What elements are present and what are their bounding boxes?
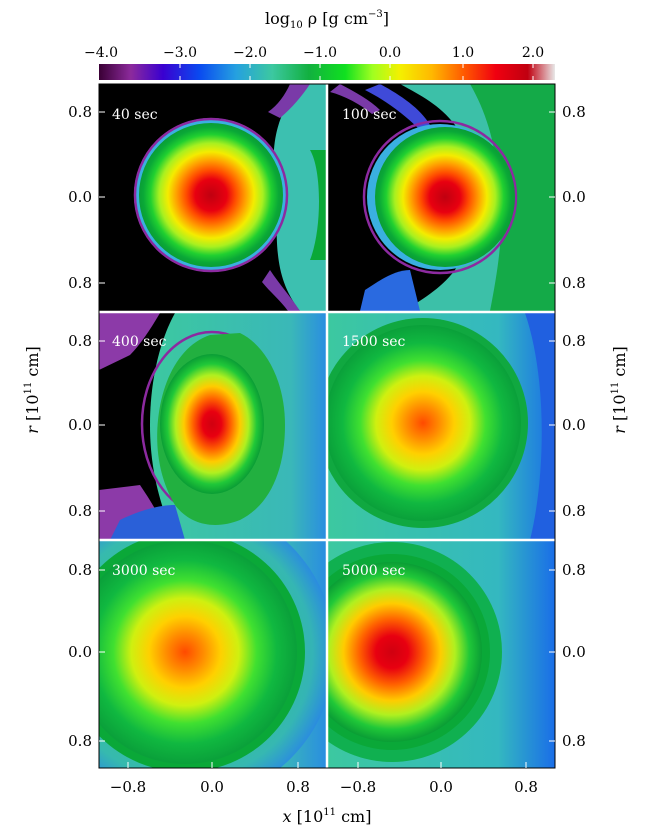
x-tick-label: 0.0	[200, 778, 224, 796]
y-tick-label: 0.0	[68, 416, 92, 434]
y-tick-label: 0.8	[562, 332, 586, 350]
colorbar-tick-label: −2.0	[233, 45, 267, 61]
colorbar-tick-label: −4.0	[84, 45, 118, 61]
y-tick-label: 0.0	[562, 643, 586, 661]
panel-label-3000: 3000 sec	[112, 563, 176, 579]
panel-400-sec	[99, 313, 326, 540]
x-axis-label: x [1011 cm]	[283, 807, 372, 826]
x-tick-label: 0.8	[286, 778, 310, 796]
colorbar-title: log10 ρ [g cm−3]	[265, 9, 389, 31]
panel-label-5000: 5000 sec	[342, 563, 406, 579]
panel-label-100: 100 sec	[342, 107, 397, 123]
colorbar-tick-labels: −4.0 −3.0 −2.0 −1.0 0.0 1.0 2.0	[84, 45, 544, 61]
x-tick-labels: −0.8 0.0 0.8 −0.8 0.0 0.8	[110, 778, 538, 796]
colorbar-tick-label: −1.0	[303, 45, 337, 61]
colorbar	[99, 64, 555, 80]
panel-3000-sec	[99, 541, 326, 768]
y-tick-label: 0.0	[562, 416, 586, 434]
left-y-tick-labels: 0.8 0.0 0.8 0.8 0.0 0.8 0.8 0.0 0.8	[68, 103, 92, 750]
y-tick-label: 0.0	[68, 188, 92, 206]
colorbar-tick-label: 1.0	[452, 45, 474, 61]
colorbar-ticks	[179, 64, 534, 80]
y-tick-label: 0.8	[562, 732, 586, 750]
panel-100-sec	[328, 84, 555, 311]
y-axis-label-left: r [1011 cm]	[23, 346, 42, 434]
colorbar-tick-label: −3.0	[163, 45, 197, 61]
y-tick-label: 0.8	[562, 502, 586, 520]
y-tick-label: 0.8	[562, 274, 586, 292]
panel-40-sec	[99, 84, 326, 311]
right-y-tick-labels: 0.8 0.0 0.8 0.8 0.0 0.8 0.8 0.0 0.8	[562, 103, 586, 750]
panel-label-1500: 1500 sec	[342, 334, 406, 350]
x-tick-label: −0.8	[340, 778, 376, 796]
y-tick-label: 0.0	[68, 643, 92, 661]
figure-frame	[98, 83, 556, 769]
panel-label-400: 400 sec	[112, 334, 167, 350]
y-tick-label: 0.8	[68, 103, 92, 121]
x-tick-label: −0.8	[110, 778, 146, 796]
x-tick-label: 0.0	[429, 778, 453, 796]
y-tick-label: 0.8	[68, 732, 92, 750]
y-tick-label: 0.8	[68, 502, 92, 520]
panel-tick-marks	[99, 111, 555, 768]
panel-separators	[99, 84, 555, 768]
panel-label-40: 40 sec	[112, 107, 158, 123]
y-tick-label: 0.8	[68, 332, 92, 350]
panel-5000-sec	[328, 541, 555, 768]
colorbar-tick-label: 0.0	[379, 45, 401, 61]
panel-1500-sec	[328, 313, 555, 540]
y-tick-label: 0.0	[562, 188, 586, 206]
y-tick-label: 0.8	[562, 103, 586, 121]
y-tick-label: 0.8	[68, 274, 92, 292]
colorbar-tick-label: 2.0	[522, 45, 544, 61]
x-tick-label: 0.8	[514, 778, 538, 796]
y-tick-label: 0.8	[562, 561, 586, 579]
y-tick-label: 0.8	[68, 561, 92, 579]
y-axis-label-right: r [1011 cm]	[610, 346, 629, 434]
